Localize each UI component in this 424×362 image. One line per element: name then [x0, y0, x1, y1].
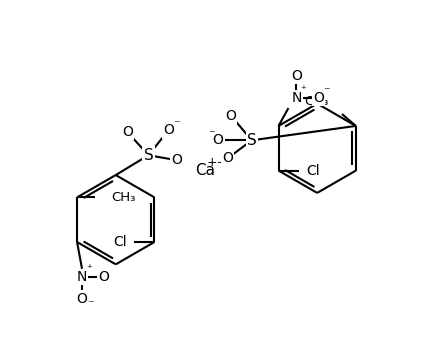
Text: O: O [98, 270, 109, 284]
Text: ⁻: ⁻ [173, 118, 180, 131]
Text: O: O [223, 151, 233, 165]
Text: Ca: Ca [195, 163, 215, 178]
Text: O: O [226, 109, 236, 122]
Text: O: O [77, 291, 87, 306]
Text: ⁻: ⁻ [208, 128, 214, 141]
Text: N: N [291, 91, 301, 105]
Text: CH₃: CH₃ [111, 191, 135, 204]
Text: O: O [122, 125, 133, 139]
Text: CH₃: CH₃ [305, 94, 329, 108]
Text: ⁺: ⁺ [86, 264, 92, 274]
Text: O: O [163, 123, 174, 138]
Text: O: O [212, 133, 223, 147]
Text: S: S [247, 133, 257, 148]
Text: O: O [171, 153, 182, 167]
Text: Cl: Cl [307, 164, 320, 178]
Text: ⁻: ⁻ [323, 86, 329, 99]
Text: O: O [313, 91, 324, 105]
Text: N: N [77, 270, 87, 284]
Text: S: S [144, 148, 153, 163]
Text: ++: ++ [206, 156, 228, 169]
Text: ⁻: ⁻ [86, 298, 93, 311]
Text: Cl: Cl [113, 235, 126, 249]
Text: O: O [291, 69, 302, 83]
Text: ⁺: ⁺ [300, 85, 306, 95]
